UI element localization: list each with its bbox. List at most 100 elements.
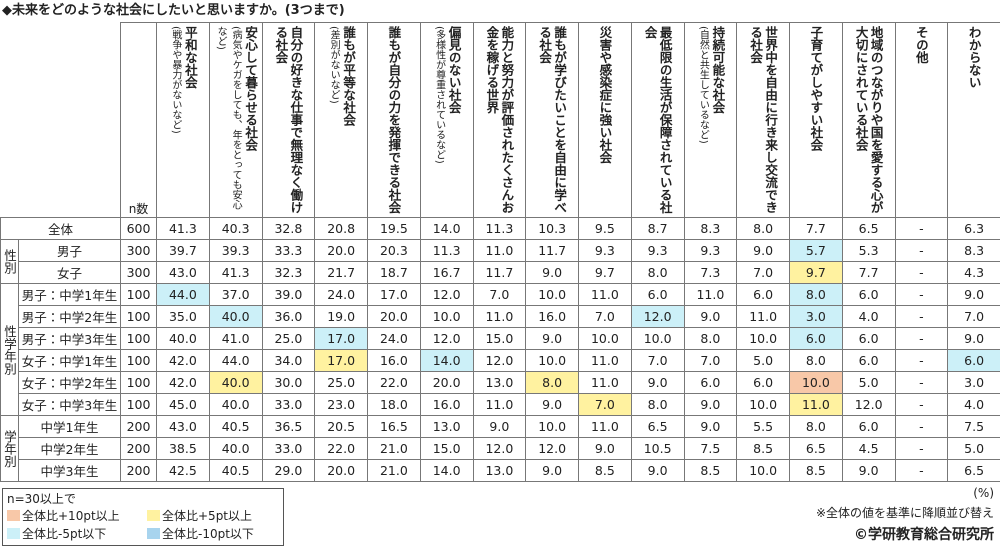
value-cell: 15.0 [472, 327, 527, 350]
value-cell: 41.3 [156, 217, 210, 240]
value-cell: 9.0 [578, 437, 632, 460]
corner [0, 22, 121, 218]
value-cell: 22.0 [367, 371, 421, 394]
value-cell: 5.0 [841, 371, 896, 394]
value-cell: 9.0 [947, 327, 1000, 350]
value-cell: 8.3 [683, 217, 738, 240]
value-cell: 18.7 [367, 261, 421, 284]
value-cell: 11.0 [472, 305, 527, 328]
value-cell: - [894, 415, 949, 438]
value-cell: 9.0 [630, 459, 685, 482]
value-cell: 9.0 [841, 459, 896, 482]
value-cell: 7.5 [683, 437, 738, 460]
value-cell: 20.0 [314, 459, 368, 482]
column-title: 自分の好きな仕事で無理なく働ける社会 [273, 26, 304, 214]
value-cell: 5.3 [841, 239, 896, 262]
column-title: 最低限の生活が保障されている社会 [642, 26, 673, 214]
column-title: 地域のつながりや国を愛する心が大切にされている社会 [853, 26, 884, 214]
row-label: 男子 [18, 239, 121, 262]
column-note: (病気やケガをしても、年をとっても安心など) [215, 26, 242, 210]
value-cell: 40.0 [208, 437, 263, 460]
column-header-text: 地域のつながりや国を愛する心が大切にされている社会 [854, 26, 884, 214]
legend-swatch [7, 510, 20, 521]
row-label: 中学1年生 [18, 415, 121, 438]
table-row: 男子：中学2年生 100 35.0 40.0 36.0 19.0 20.0 10.0 11.0 1… [1, 305, 1000, 328]
column-header-text: 持続可能な社会 (自然と共生しているなど) [695, 26, 725, 214]
column-header: 偏見のない社会 (多様性が尊重されているなど) [419, 22, 474, 218]
value-cell: 10.0 [525, 283, 579, 306]
footer: n=30以上で 全体比+10pt以上 全体比+5pt以上 全体比-5pt以下 全体比-1… [0, 482, 1000, 548]
value-cell: 6.5 [630, 415, 685, 438]
n-count: 300 [120, 239, 157, 262]
value-cell: 20.0 [367, 305, 421, 328]
value-cell: 39.3 [208, 239, 263, 262]
value-cell: 8.5 [789, 459, 843, 482]
column-header-text: 子育てがしやすい社会 [808, 26, 823, 214]
column-title: 災害や感染症に強い社会 [597, 26, 613, 164]
value-cell: 12.0 [525, 437, 579, 460]
value-cell: 36.0 [261, 305, 316, 328]
value-cell: 39.7 [156, 239, 210, 262]
group-label: 性別 [0, 239, 19, 284]
table-row: 女子：中学3年生 100 45.0 40.0 33.0 23.0 18.0 16.0 11.0 9… [1, 393, 1000, 416]
column-title: 偏見のない社会 [446, 26, 462, 114]
row-label: 中学2年生 [18, 437, 121, 460]
value-cell: 9.3 [578, 239, 632, 262]
value-cell: 41.0 [208, 327, 263, 350]
value-cell: 9.0 [630, 371, 685, 394]
value-cell: 7.0 [736, 261, 790, 284]
value-cell: - [894, 239, 949, 262]
value-cell: 6.5 [789, 437, 843, 460]
n-count: 100 [120, 371, 157, 394]
table-row: 中学2年生 200 38.5 40.0 33.0 22.0 21.0 15.0 12.0 12.0… [1, 437, 1000, 460]
table-row: 性学年別 男子：中学1年生 100 44.0 37.0 39.0 24.0 17.0 12.0 7… [0, 283, 1000, 416]
value-cell: 8.5 [683, 459, 738, 482]
value-cell: 40.0 [208, 371, 263, 394]
legend-item: 全体比+10pt以上 [7, 507, 120, 524]
legend-label: 全体比+5pt以上 [162, 509, 253, 523]
value-cell: 12.0 [472, 349, 527, 372]
column-header: 最低限の生活が保障されている社会 [630, 22, 685, 218]
value-cell: 10.0 [736, 327, 790, 350]
value-cell: 17.0 [367, 283, 421, 306]
value-cell: 8.0 [630, 393, 685, 416]
column-header: 誰もが自分の力を発揮できる社会 [367, 22, 421, 218]
value-cell: 8.0 [736, 217, 790, 240]
value-cell: 9.0 [947, 283, 1000, 306]
value-cell: 12.0 [841, 393, 896, 416]
value-cell: 7.3 [683, 261, 738, 284]
value-cell: 16.0 [525, 305, 579, 328]
value-cell: 11.0 [472, 239, 527, 262]
column-title: 世界中を自由に行き来し交流できる社会 [748, 26, 779, 214]
column-header: 能力と努力が評価されたくさんお金を稼げる世界 [472, 22, 527, 218]
n-header: n数 [120, 22, 157, 218]
value-cell: 8.0 [525, 371, 579, 394]
value-cell: 10.0 [525, 415, 579, 438]
value-cell: 5.5 [736, 415, 790, 438]
value-cell: 35.0 [156, 305, 210, 328]
column-title: その他 [913, 26, 929, 64]
value-cell: 43.0 [156, 261, 210, 284]
value-cell: 7.0 [947, 305, 1000, 328]
column-header: 安心して暮らせる社会 (病気やケガをしても、年をとっても安心など) [208, 22, 263, 218]
value-cell: - [894, 459, 949, 482]
table-row: 性別 男子 300 39.7 39.3 33.3 20.0 20.3 11.3 11.0 11.7 9… [0, 239, 1000, 284]
value-cell: - [894, 261, 949, 284]
column-header-text: 災害や感染症に強い社会 [597, 26, 612, 214]
value-cell: 16.0 [419, 393, 474, 416]
n-count: 100 [120, 305, 157, 328]
column-header-text: 誰もが平等な社会 (差別がないなど) [326, 26, 356, 214]
value-cell: 29.0 [261, 459, 316, 482]
column-header-text: 最低限の生活が保障されている社会 [643, 26, 673, 214]
value-cell: 34.0 [261, 349, 316, 372]
value-cell: 6.0 [947, 349, 1000, 372]
value-cell: 40.0 [156, 327, 210, 350]
column-title: 子育てがしやすい社会 [808, 26, 824, 151]
n-count: 600 [120, 217, 157, 240]
value-cell: - [894, 349, 949, 372]
value-cell: 6.0 [841, 283, 896, 306]
value-cell: 10.5 [630, 437, 685, 460]
value-cell: 40.0 [208, 305, 263, 328]
column-title: 安心して暮らせる社会 [243, 26, 259, 151]
value-cell: 12.0 [419, 327, 474, 350]
